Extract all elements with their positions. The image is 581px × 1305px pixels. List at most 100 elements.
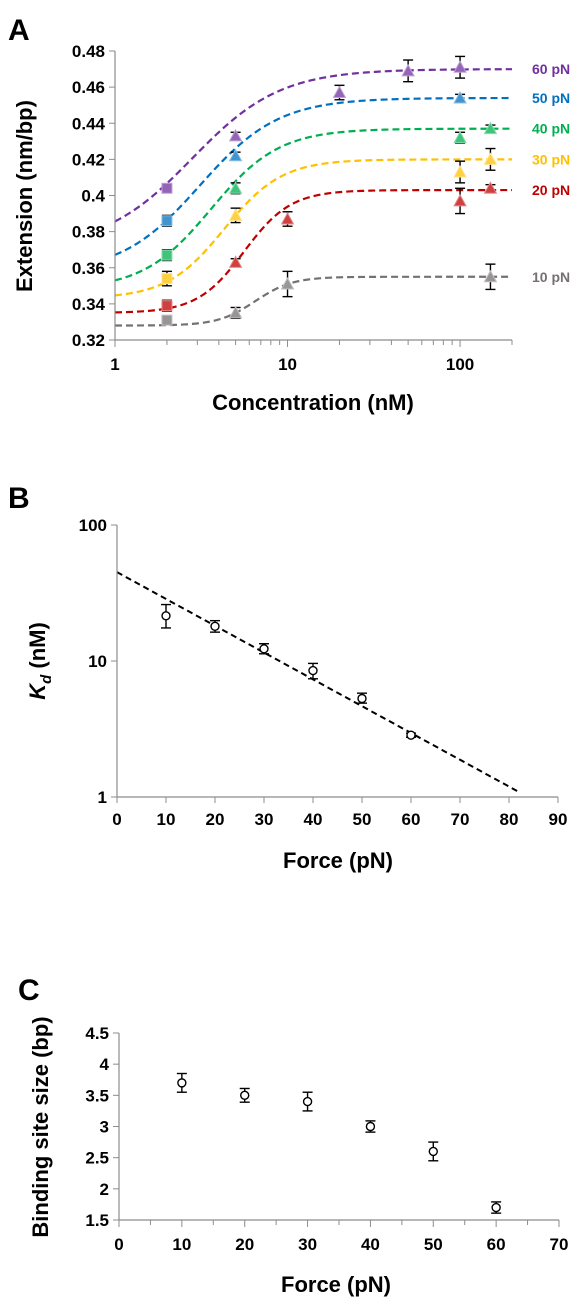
b-ytick-label: 10 xyxy=(88,652,107,671)
a-point-triangle xyxy=(228,305,243,319)
a-point-square xyxy=(161,249,173,261)
c-ytick-label: 1.5 xyxy=(85,1211,109,1230)
a-fit-curve xyxy=(114,188,512,314)
a-fit-curve xyxy=(114,96,512,256)
a-series-label: 60 pN xyxy=(532,61,570,77)
b-ytick-label: 1 xyxy=(98,788,107,807)
panel-b-fit-line xyxy=(116,571,521,794)
b-xtick-label: 0 xyxy=(112,810,121,829)
c-xtick-label: 10 xyxy=(172,1235,191,1254)
c-xtick-label: 40 xyxy=(361,1235,380,1254)
a-point-square xyxy=(161,182,173,194)
a-ytick-label: 0.42 xyxy=(72,150,105,169)
c-point xyxy=(177,1078,187,1088)
a-ytick-label: 0.48 xyxy=(72,42,105,61)
panel-c: C 1.5 2 2.5 3 3.5 4 4.5 0 10 20 30 40 50 60 70 Force (… xyxy=(18,974,568,1297)
a-point-triangle xyxy=(228,208,243,221)
b-xtick-label: 50 xyxy=(353,810,372,829)
a-point-triangle xyxy=(228,148,243,162)
b-xtick-label: 80 xyxy=(500,810,519,829)
a-point-triangle xyxy=(332,85,347,99)
c-xtick-label: 0 xyxy=(114,1235,123,1254)
a-xtick-label: 100 xyxy=(446,355,474,374)
panel-b-y-label: Kd (nM) xyxy=(25,622,55,700)
panel-b-y-label-unit: (nM) xyxy=(25,622,50,675)
c-ytick-label: 2.5 xyxy=(85,1149,109,1168)
a-point-triangle xyxy=(453,193,467,207)
a-point-square xyxy=(161,273,173,285)
c-ytick-label: 3 xyxy=(100,1118,109,1137)
c-point xyxy=(428,1146,438,1157)
c-ytick-label: 3.5 xyxy=(85,1086,109,1105)
panel-b-y-label-k: K xyxy=(25,682,50,700)
c-xtick-label: 60 xyxy=(487,1235,506,1254)
a-point-triangle xyxy=(401,63,415,77)
panel-a-ticks: 0.32 0.34 0.36 0.38 0.4 0.42 0.44 0.46 0.48 1 10 10… xyxy=(72,42,513,374)
c-point xyxy=(365,1121,376,1132)
a-ytick-label: 0.32 xyxy=(72,331,105,350)
a-point-square xyxy=(161,300,173,312)
panel-b: B 1 10 100 0 10 20 30 40 50 60 70 80 90 Force (pN) K… xyxy=(8,482,567,873)
a-series-label: 50 pN xyxy=(532,90,570,106)
c-ytick-label: 2 xyxy=(100,1180,109,1199)
a-point-triangle xyxy=(453,60,467,73)
a-series-label: 10 pN xyxy=(532,269,570,285)
panel-a-fit-curves xyxy=(114,68,512,327)
panel-c-ticks: 1.5 2 2.5 3 3.5 4 4.5 0 10 20 30 40 50 60 70 xyxy=(85,1024,568,1254)
panel-b-letter: B xyxy=(8,482,30,515)
a-point-triangle xyxy=(483,121,498,135)
panel-b-ticks: 1 10 100 0 10 20 30 40 50 60 70 80 90 xyxy=(79,516,568,829)
b-point xyxy=(357,693,367,704)
b-xtick-label: 40 xyxy=(304,810,323,829)
panel-a: A 0.32 0.34 0.36 0.38 0.4 0.42 0.44 0.46 0.48 1 10… xyxy=(8,14,570,415)
b-point xyxy=(161,611,171,621)
a-xtick-label: 1 xyxy=(110,355,119,374)
a-series-label: 30 pN xyxy=(532,151,570,167)
a-ytick-label: 0.46 xyxy=(72,78,105,97)
a-point-triangle xyxy=(483,152,498,165)
a-ytick-label: 0.36 xyxy=(72,259,105,278)
c-xtick-label: 30 xyxy=(298,1235,317,1254)
panel-a-y-label: Extension (nm/bp) xyxy=(12,100,37,292)
a-point-triangle xyxy=(228,255,243,268)
panel-b-x-label: Force (pN) xyxy=(283,848,393,873)
b-xtick-label: 90 xyxy=(549,810,568,829)
b-xtick-label: 70 xyxy=(451,810,470,829)
a-fit-curve xyxy=(114,158,512,297)
a-ytick-label: 0.34 xyxy=(72,295,106,314)
c-ytick-label: 4.5 xyxy=(85,1024,109,1043)
a-fit-curve xyxy=(114,127,512,282)
panel-c-letter: C xyxy=(18,974,40,1007)
panel-c-points xyxy=(176,1072,502,1214)
b-point xyxy=(210,621,220,631)
a-point-triangle xyxy=(453,164,467,178)
c-xtick-label: 20 xyxy=(235,1235,254,1254)
b-fit-line xyxy=(116,571,521,794)
a-series-label: 20 pN xyxy=(532,182,570,198)
c-point xyxy=(240,1090,250,1101)
a-point-triangle xyxy=(228,128,243,142)
a-point-triangle xyxy=(228,181,243,194)
b-xtick-label: 60 xyxy=(402,810,421,829)
b-xtick-label: 10 xyxy=(157,810,176,829)
panel-c-y-label: Binding site size (bp) xyxy=(28,1016,53,1237)
b-xtick-label: 30 xyxy=(255,810,274,829)
a-series-label: 40 pN xyxy=(532,121,570,137)
panel-a-x-label: Concentration (nM) xyxy=(212,390,414,415)
panel-b-points xyxy=(161,603,416,740)
a-point-triangle xyxy=(280,211,295,225)
panel-b-y-label-sub: d xyxy=(38,674,55,684)
a-point-triangle xyxy=(280,276,295,290)
a-point-square xyxy=(161,314,173,326)
b-point xyxy=(259,644,269,654)
b-xtick-label: 20 xyxy=(206,810,225,829)
a-ytick-label: 0.4 xyxy=(81,187,105,206)
a-fit-curve xyxy=(114,68,512,223)
panel-c-x-label: Force (pN) xyxy=(281,1272,391,1297)
a-ytick-label: 0.38 xyxy=(72,223,105,242)
c-xtick-label: 70 xyxy=(550,1235,569,1254)
b-point xyxy=(308,665,318,676)
c-xtick-label: 50 xyxy=(424,1235,443,1254)
a-point-triangle xyxy=(483,269,498,283)
